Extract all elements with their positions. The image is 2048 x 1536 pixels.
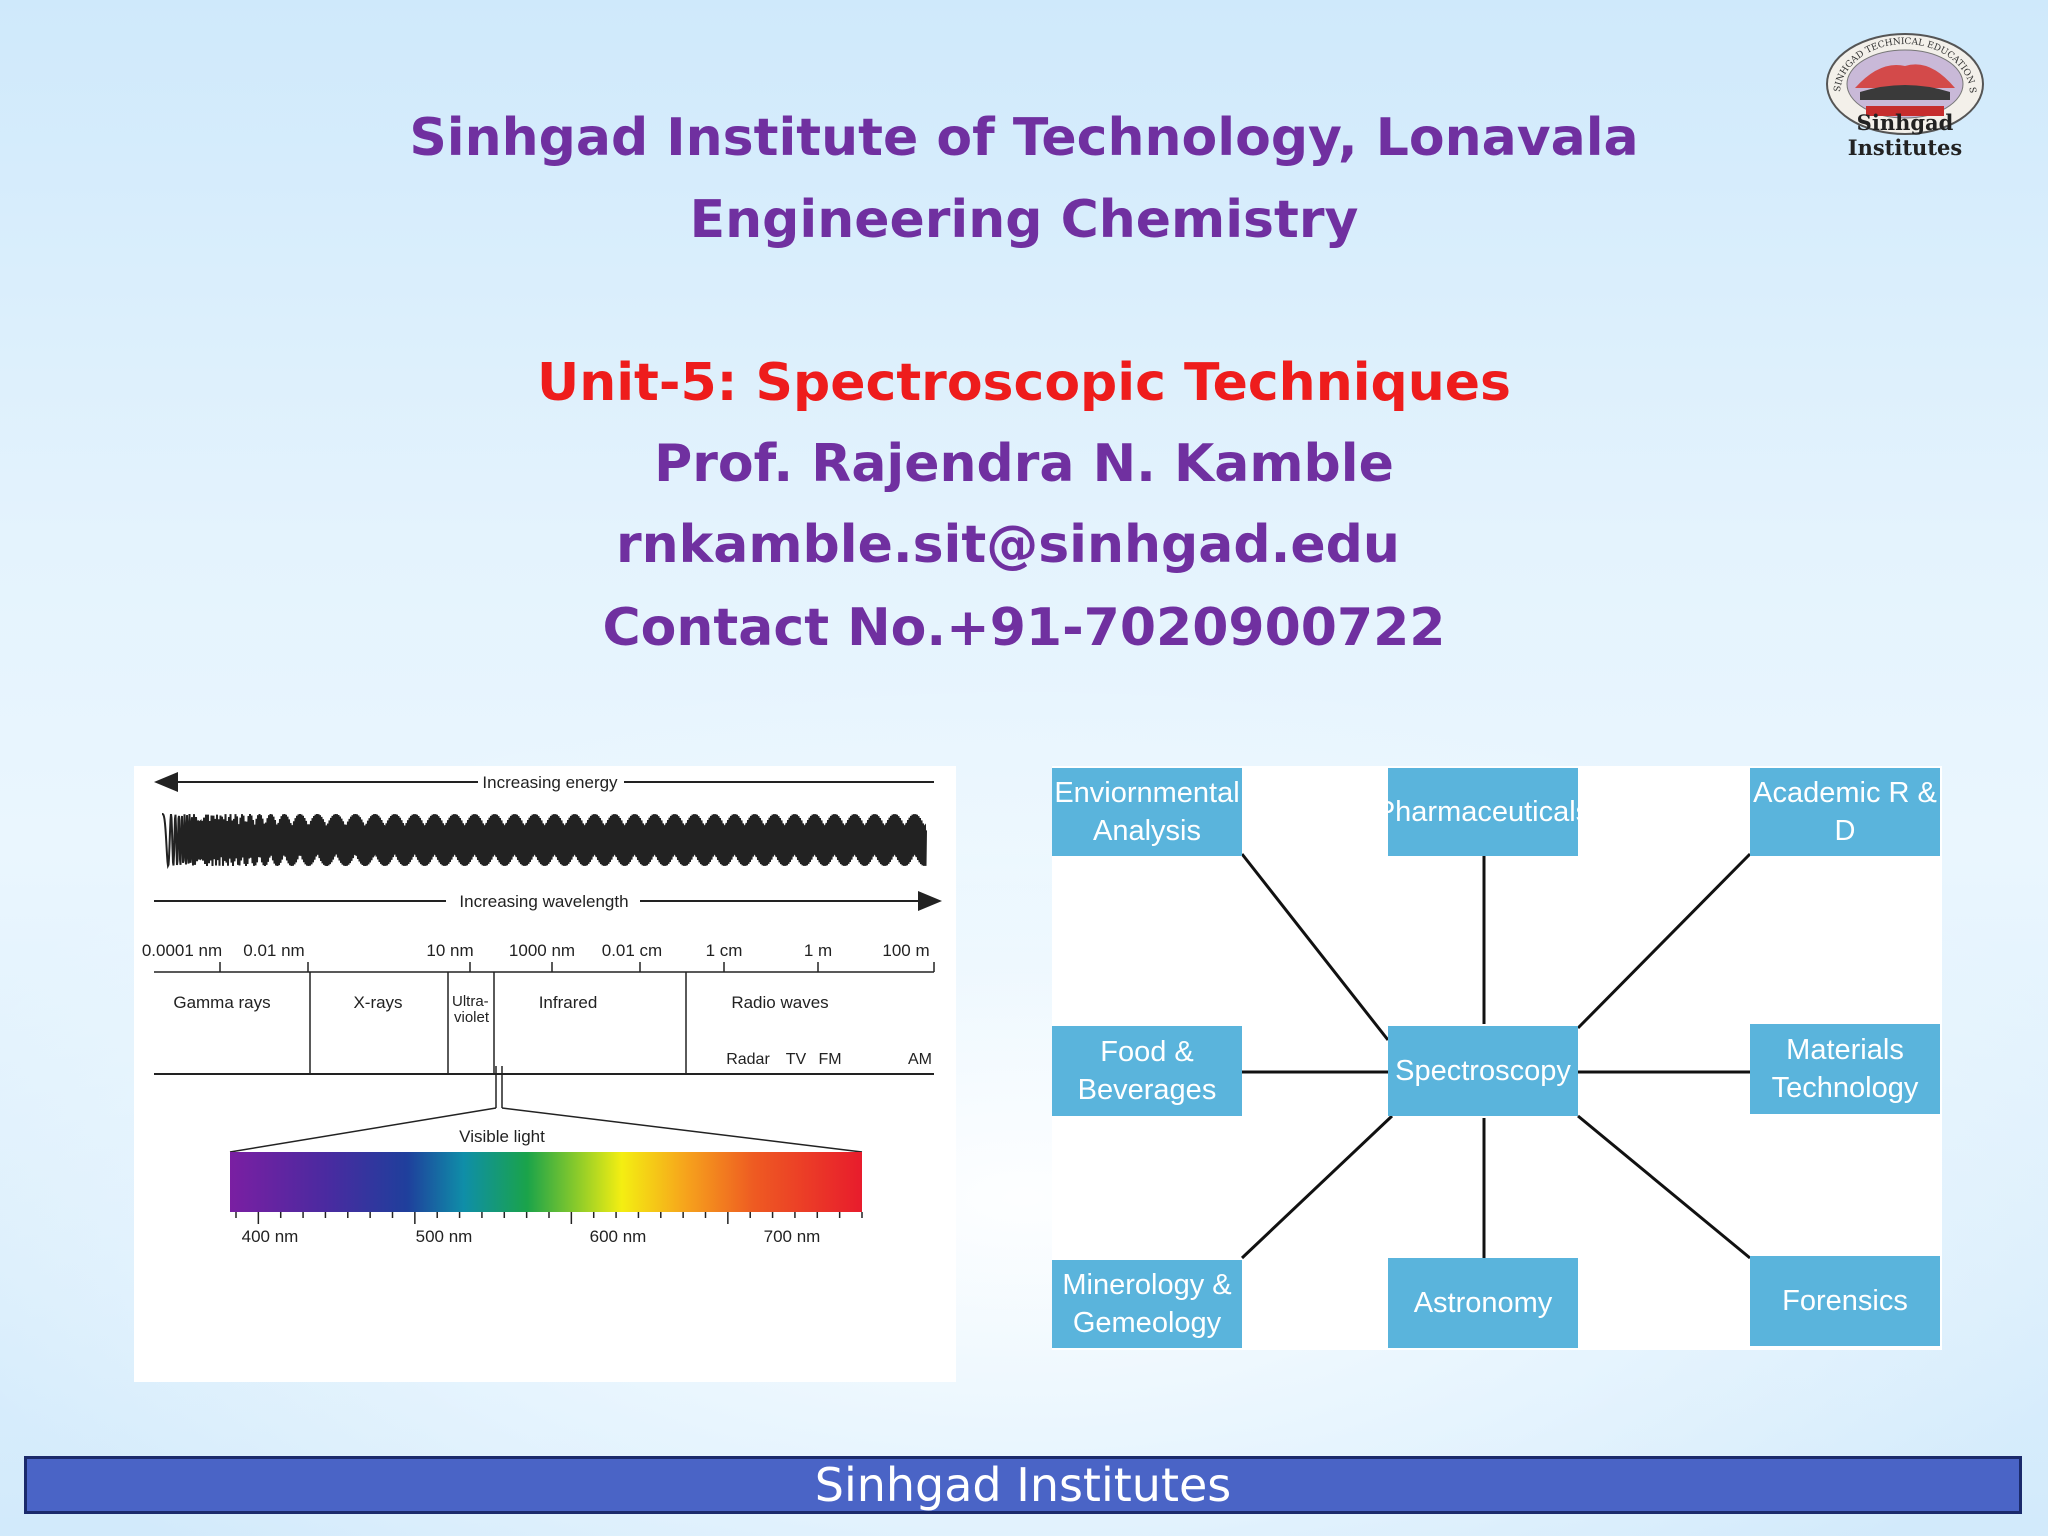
box-label: Technology bbox=[1771, 1072, 1919, 1104]
scale-label: 10 nm bbox=[426, 941, 473, 960]
box-label: Pharmaceuticals bbox=[1375, 796, 1591, 828]
visible-light-label: Visible light bbox=[459, 1127, 545, 1146]
band-radar: Radar bbox=[726, 1051, 770, 1068]
box-label: Materials bbox=[1786, 1034, 1904, 1066]
box-materials-technology: Materials Technology bbox=[1750, 1024, 1940, 1114]
visible-tick-label: 400 nm bbox=[242, 1227, 299, 1246]
box-spectroscopy: Spectroscopy bbox=[1388, 1026, 1578, 1116]
institute-title: Sinhgad Institute of Technology, Lonaval… bbox=[409, 108, 1639, 168]
scale-label: 1000 nm bbox=[509, 941, 575, 960]
band-am: AM bbox=[908, 1051, 932, 1068]
box-label: Analysis bbox=[1093, 815, 1201, 847]
box-forensics: Forensics bbox=[1750, 1256, 1940, 1346]
energy-label: Increasing energy bbox=[482, 773, 618, 792]
box-label: Minerology & bbox=[1062, 1269, 1232, 1301]
box-food-beverages: Food & Beverages bbox=[1052, 1026, 1242, 1116]
professor-name: Prof. Rajendra N. Kamble bbox=[654, 434, 1394, 494]
contact-number: Contact No.+91-7020900722 bbox=[602, 598, 1446, 658]
region-gamma: Gamma rays bbox=[173, 993, 270, 1012]
connector-line bbox=[1240, 853, 1390, 1041]
scale-label: 100 m bbox=[882, 941, 929, 960]
region-xrays: X-rays bbox=[353, 993, 402, 1012]
box-pharmaceuticals: Pharmaceuticals bbox=[1376, 768, 1590, 856]
scale-label: 0.01 cm bbox=[602, 941, 662, 960]
em-spectrum-figure: Increasing energy Increasing wavelength … bbox=[134, 766, 956, 1382]
box-label: Forensics bbox=[1782, 1285, 1908, 1317]
wavelength-label: Increasing wavelength bbox=[459, 892, 628, 911]
region-ultraviolet: Ultra- bbox=[452, 993, 489, 1010]
scale-label: 1 m bbox=[804, 941, 832, 960]
box-astronomy: Astronomy bbox=[1388, 1258, 1578, 1348]
subject-title: Engineering Chemistry bbox=[689, 190, 1359, 250]
box-environmental-analysis: Enviornmental Analysis bbox=[1052, 768, 1242, 856]
wave-curve bbox=[161, 813, 927, 870]
band-fm: FM bbox=[818, 1051, 841, 1068]
box-label: Enviornmental bbox=[1054, 777, 1240, 809]
band-tv: TV bbox=[786, 1051, 807, 1068]
box-label: Academic R & D bbox=[1753, 777, 1937, 847]
region-infrared: Infrared bbox=[539, 993, 598, 1012]
region-radio: Radio waves bbox=[731, 993, 828, 1012]
visible-tick-label: 500 nm bbox=[416, 1227, 473, 1246]
box-mineralogy-gemology: Minerology & Gemeology bbox=[1052, 1260, 1242, 1348]
unit-title: Unit-5: Spectroscopic Techniques bbox=[536, 353, 1512, 413]
box-label: Beverages bbox=[1077, 1074, 1217, 1106]
box-label: Spectroscopy bbox=[1395, 1055, 1571, 1087]
visible-tick-label: 600 nm bbox=[590, 1227, 647, 1246]
connector-line bbox=[1240, 1114, 1394, 1260]
region-ultraviolet-2: violet bbox=[454, 1009, 490, 1026]
sinhgad-logo: SINHGAD TECHNICAL EDUCATION SOCIETY, PUN… bbox=[1800, 22, 1984, 135]
box-label: Astronomy bbox=[1413, 1287, 1553, 1319]
box-label: Gemeology bbox=[1072, 1307, 1222, 1339]
connector-line bbox=[1576, 852, 1752, 1030]
visible-band bbox=[230, 1152, 862, 1212]
box-academic-rd: Academic R & D bbox=[1750, 768, 1940, 856]
footer-bar: Sinhgad Institutes bbox=[24, 1456, 2022, 1514]
box-label: Food & bbox=[1100, 1036, 1194, 1068]
scale-label: 1 cm bbox=[706, 941, 743, 960]
footer-label: Sinhgad Institutes bbox=[814, 1458, 1232, 1512]
connector-line bbox=[1577, 1114, 1751, 1260]
scale-label: 0.01 nm bbox=[243, 941, 304, 960]
spectroscopy-applications-diagram: Enviornmental Analysis Pharmaceuticals Ac… bbox=[1052, 766, 1942, 1350]
visible-tick-label: 700 nm bbox=[764, 1227, 821, 1246]
scale-label: 0.0001 nm bbox=[142, 941, 222, 960]
logo-caption: Sinhgad Institutes bbox=[1847, 110, 1963, 160]
email-address: rnkamble.sit@sinhgad.edu bbox=[616, 515, 1400, 575]
